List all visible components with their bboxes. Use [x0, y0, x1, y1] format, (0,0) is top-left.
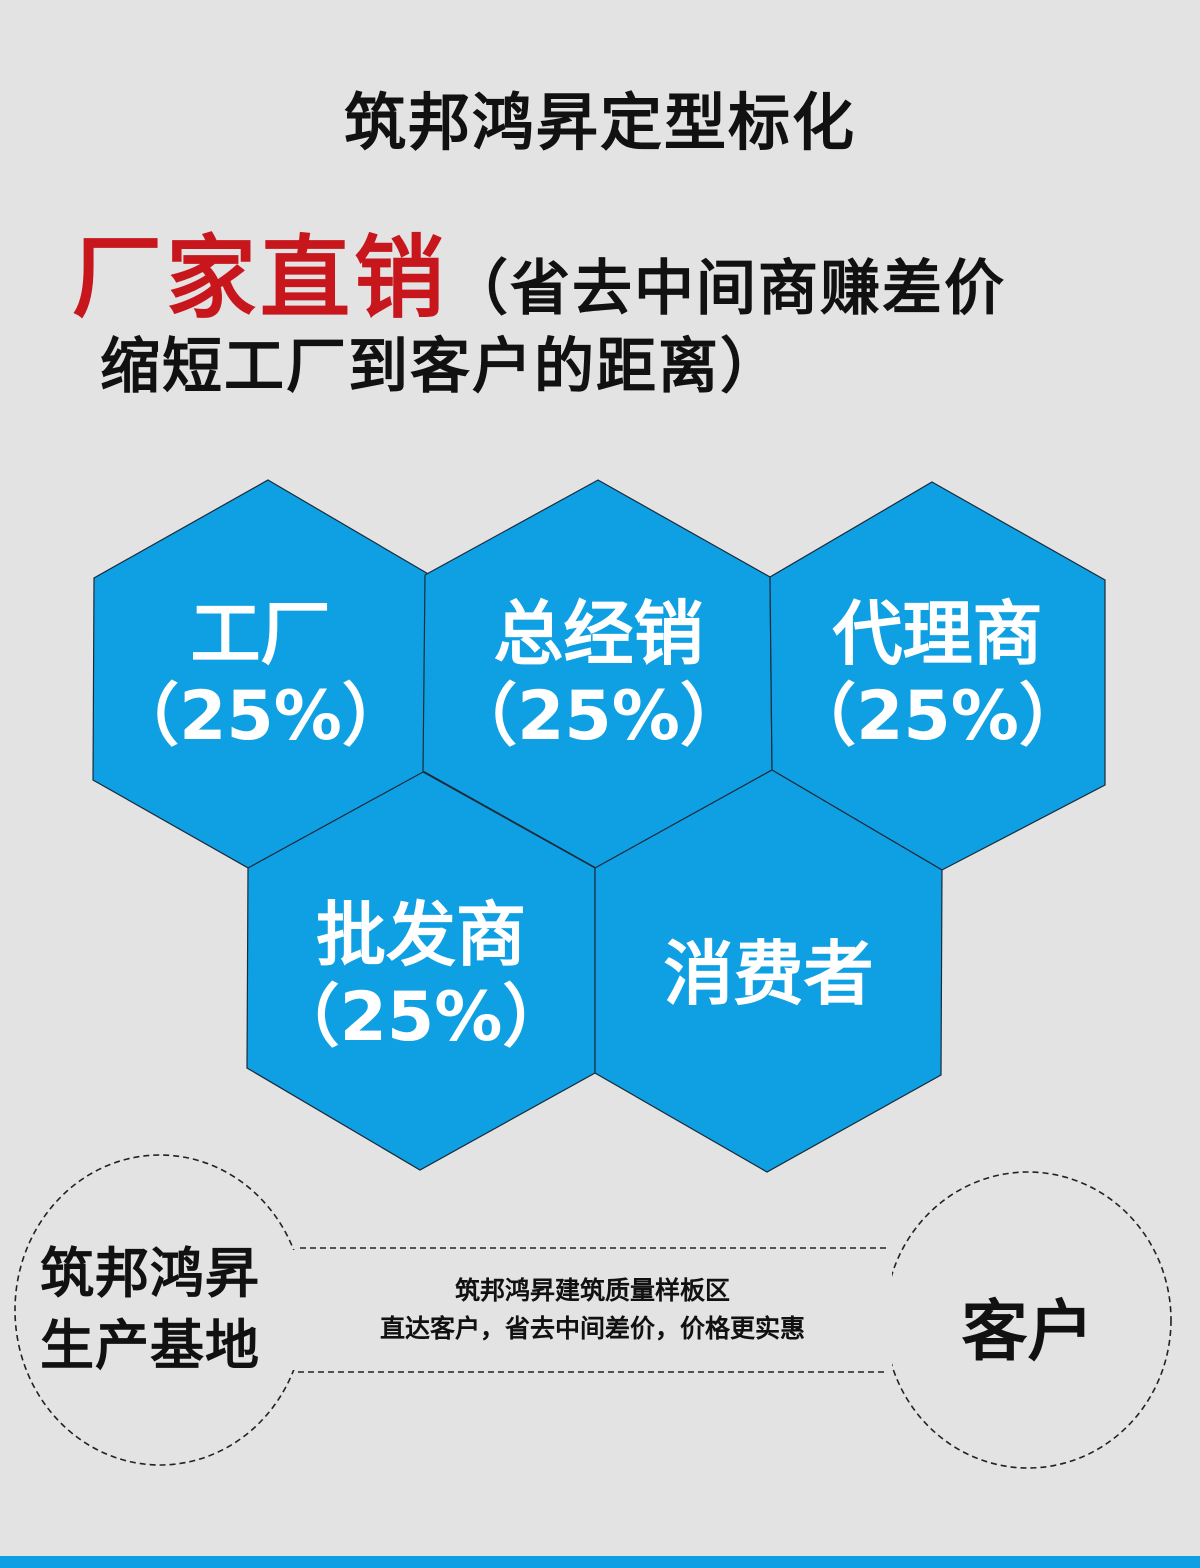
hex-wholesaler: 批发商 （25%）	[247, 893, 595, 1059]
hex-name: 消费者	[663, 933, 874, 1015]
headline: 厂家直销（省去中间商赚差价	[72, 205, 1006, 335]
hex-name: 批发商	[316, 894, 526, 976]
headline-highlight: 厂家直销	[72, 226, 448, 331]
flow-description-line2: 直达客户，省去中间差价，价格更实惠	[379, 1314, 805, 1343]
page-title: 筑邦鸿昇定型标化	[343, 86, 856, 159]
factory-base-line1: 筑邦鸿昇	[40, 1242, 260, 1305]
hex-pct: （25%）	[271, 978, 571, 1057]
hex-pct: （25%）	[111, 677, 410, 756]
factory-base-label: 筑邦鸿昇 生产基地	[40, 1238, 260, 1382]
flow-description-line1: 筑邦鸿昇建筑质量样板区	[454, 1276, 730, 1305]
headline-paren-line1: （省去中间商赚差价	[448, 254, 1006, 324]
hex-name: 总经销	[493, 593, 704, 675]
hex-consumer-shape	[594, 769, 943, 1173]
bottom-accent-bar	[0, 1556, 1200, 1568]
factory-base-line2: 生产基地	[40, 1314, 260, 1377]
hex-pct: （25%）	[788, 677, 1087, 756]
hex-pct: （25%）	[449, 677, 748, 756]
headline-paren-line2: 缩短工厂到客户的距离）	[100, 332, 782, 402]
customer-label: 客户	[961, 1293, 1094, 1370]
hex-agent: 代理商 （25%）	[770, 592, 1105, 758]
hex-name: 代理商	[832, 593, 1043, 675]
hex-factory: 工厂 （25%）	[93, 592, 428, 758]
hex-general-distributor: 总经销 （25%）	[425, 592, 772, 758]
right-dashed-circle	[884, 1171, 1172, 1469]
flow-description: 筑邦鸿昇建筑质量样板区 直达客户，省去中间差价，价格更实惠	[300, 1272, 885, 1348]
hex-name: 工厂	[190, 593, 331, 675]
hex-consumer: 消费者	[595, 932, 942, 1016]
